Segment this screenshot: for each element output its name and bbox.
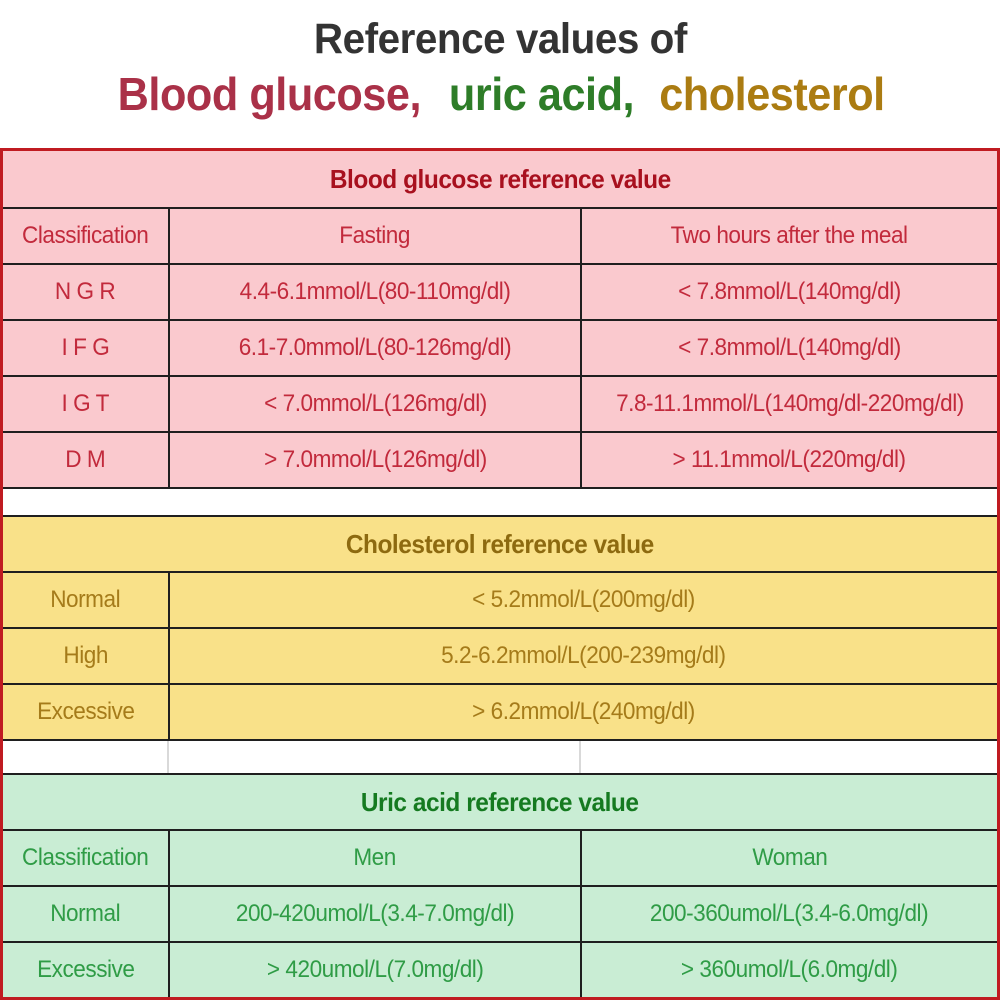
row-label-ngr: N G R <box>3 265 168 319</box>
title-line-1: Reference values of <box>0 15 1000 63</box>
title-part-uric-acid: uric acid, <box>448 68 635 121</box>
cell-text: Normal <box>50 586 121 613</box>
row-label-normal: Normal <box>3 573 168 627</box>
igt-fasting-value: < 7.0mmol/L(126mg/dl) <box>168 377 580 431</box>
title-part-cholesterol: cholesterol <box>659 68 885 121</box>
table-row: N G R 4.4-6.1mmol/L(80-110mg/dl) < 7.8mm… <box>3 263 997 319</box>
cell-text: 5.2-6.2mmol/L(200-239mg/dl) <box>441 642 726 669</box>
cell-text: Normal <box>50 900 121 927</box>
cell-text: 200-420umol/L(3.4-7.0mg/dl) <box>235 900 515 927</box>
column-header-text: Woman <box>752 844 827 871</box>
title-part-blood-glucose: Blood glucose, <box>117 68 422 121</box>
cell-text: > 420umol/L(7.0mg/dl) <box>266 956 484 983</box>
uric-acid-table-title-text: Uric acid reference value <box>361 786 639 817</box>
igt-postmeal-value: 7.8-11.1mmol/L(140mg/dl-220mg/dl) <box>580 377 997 431</box>
table-gap <box>3 739 997 773</box>
gap-column-guide <box>579 741 581 773</box>
blood-glucose-header-row: Classification Fasting Two hours after t… <box>3 207 997 263</box>
table-row: Excessive > 6.2mmol/L(240mg/dl) <box>3 683 997 739</box>
row-label-igt: I G T <box>3 377 168 431</box>
column-header-classification: Classification <box>3 209 168 263</box>
cell-text: < 7.0mmol/L(126mg/dl) <box>263 390 487 417</box>
title-line-2: Blood glucose, uric acid, cholesterol <box>0 69 1000 120</box>
ngr-fasting-value: 4.4-6.1mmol/L(80-110mg/dl) <box>168 265 580 319</box>
blood-glucose-table-title: Blood glucose reference value <box>3 151 997 207</box>
uric-excessive-woman-value: > 360umol/L(6.0mg/dl) <box>580 943 997 997</box>
cholesterol-table-title-row: Cholesterol reference value <box>3 515 997 571</box>
column-header-text: Classification <box>22 222 149 249</box>
uric-acid-table-title-row: Uric acid reference value <box>3 773 997 829</box>
column-header-woman: Woman <box>580 831 997 885</box>
uric-normal-woman-value: 200-360umol/L(3.4-6.0mg/dl) <box>580 887 997 941</box>
cholesterol-normal-value: < 5.2mmol/L(200mg/dl) <box>168 573 997 627</box>
cell-text: 7.8-11.1mmol/L(140mg/dl-220mg/dl) <box>615 390 964 417</box>
column-header-text: Fasting <box>339 222 411 249</box>
table-gap <box>3 487 997 515</box>
column-header-men: Men <box>168 831 580 885</box>
table-row: D M > 7.0mmol/L(126mg/dl) > 11.1mmol/L(2… <box>3 431 997 487</box>
cell-text: I F G <box>61 334 110 361</box>
cholesterol-table-title: Cholesterol reference value <box>3 517 997 571</box>
ifg-fasting-value: 6.1-7.0mmol/L(80-126mg/dl) <box>168 321 580 375</box>
column-header-text: Men <box>353 844 397 871</box>
table-row: Normal 200-420umol/L(3.4-7.0mg/dl) 200-3… <box>3 885 997 941</box>
cholesterol-excessive-value: > 6.2mmol/L(240mg/dl) <box>168 685 997 739</box>
row-label-excessive: Excessive <box>3 685 168 739</box>
cell-text: Excessive <box>36 956 135 983</box>
row-label-ifg: I F G <box>3 321 168 375</box>
dm-postmeal-value: > 11.1mmol/L(220mg/dl) <box>580 433 997 487</box>
uric-acid-table-title: Uric acid reference value <box>3 775 997 829</box>
cell-text: < 7.8mmol/L(140mg/dl) <box>678 278 901 305</box>
gap-column-guide <box>167 741 169 773</box>
row-label-normal: Normal <box>3 887 168 941</box>
dm-fasting-value: > 7.0mmol/L(126mg/dl) <box>168 433 580 487</box>
blood-glucose-table-title-row: Blood glucose reference value <box>3 151 997 207</box>
column-header-two-hours: Two hours after the meal <box>580 209 997 263</box>
cholesterol-table-title-text: Cholesterol reference value <box>346 528 654 559</box>
page-title: Reference values of Blood glucose, uric … <box>0 0 1000 148</box>
cell-text: 200-360umol/L(3.4-6.0mg/dl) <box>650 900 929 927</box>
ngr-postmeal-value: < 7.8mmol/L(140mg/dl) <box>580 265 997 319</box>
cell-text: N G R <box>55 278 116 305</box>
title-line-1-text: Reference values of <box>313 15 687 63</box>
blood-glucose-table-title-text: Blood glucose reference value <box>329 163 671 194</box>
cell-text: Excessive <box>36 698 135 725</box>
row-label-excessive: Excessive <box>3 943 168 997</box>
cholesterol-high-value: 5.2-6.2mmol/L(200-239mg/dl) <box>168 629 997 683</box>
column-header-classification: Classification <box>3 831 168 885</box>
cell-text: > 360umol/L(6.0mg/dl) <box>681 956 898 983</box>
ifg-postmeal-value: < 7.8mmol/L(140mg/dl) <box>580 321 997 375</box>
column-header-fasting: Fasting <box>168 209 580 263</box>
uric-normal-men-value: 200-420umol/L(3.4-7.0mg/dl) <box>168 887 580 941</box>
cell-text: 4.4-6.1mmol/L(80-110mg/dl) <box>239 278 511 305</box>
cell-text: > 11.1mmol/L(220mg/dl) <box>672 446 907 473</box>
uric-excessive-men-value: > 420umol/L(7.0mg/dl) <box>168 943 580 997</box>
table-row: Normal < 5.2mmol/L(200mg/dl) <box>3 571 997 627</box>
table-row: I F G 6.1-7.0mmol/L(80-126mg/dl) < 7.8mm… <box>3 319 997 375</box>
row-label-high: High <box>3 629 168 683</box>
row-label-dm: D M <box>3 433 168 487</box>
uric-acid-header-row: Classification Men Woman <box>3 829 997 885</box>
cell-text: 6.1-7.0mmol/L(80-126mg/dl) <box>238 334 512 361</box>
table-row: I G T < 7.0mmol/L(126mg/dl) 7.8-11.1mmol… <box>3 375 997 431</box>
cell-text: D M <box>65 446 106 473</box>
cell-text: < 7.8mmol/L(140mg/dl) <box>678 334 901 361</box>
cell-text: I G T <box>61 390 110 417</box>
table-row: Excessive > 420umol/L(7.0mg/dl) > 360umo… <box>3 941 997 997</box>
cell-text: < 5.2mmol/L(200mg/dl) <box>472 586 695 613</box>
table-row: High 5.2-6.2mmol/L(200-239mg/dl) <box>3 627 997 683</box>
reference-tables-sheet: Blood glucose reference value Classifica… <box>0 148 1000 1000</box>
cell-text: > 6.2mmol/L(240mg/dl) <box>472 698 695 725</box>
column-header-text: Classification <box>22 844 149 871</box>
cell-text: > 7.0mmol/L(126mg/dl) <box>263 446 487 473</box>
column-header-text: Two hours after the meal <box>670 222 908 249</box>
cell-text: High <box>63 642 108 669</box>
